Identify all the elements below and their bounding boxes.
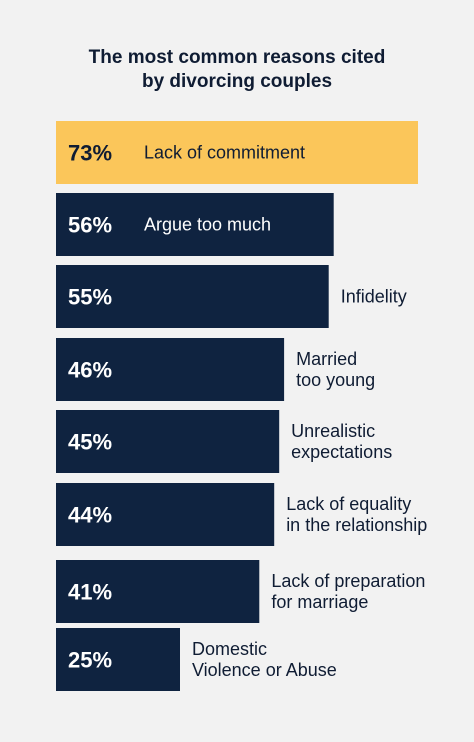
category-label-6: Lack of equality in the relationship <box>286 494 427 535</box>
bar-value-label-1: 73% <box>68 141 112 166</box>
category-label-1: Lack of commitment <box>144 143 305 163</box>
bar-value-label-3: 55% <box>68 285 112 310</box>
bar-8 <box>56 628 180 691</box>
category-label-5: Unrealistic expectations <box>291 421 392 462</box>
category-label-8: Domestic Violence or Abuse <box>192 639 337 680</box>
category-label-7: Lack of preparation for marriage <box>271 571 425 612</box>
bar-value-label-5: 45% <box>68 430 112 455</box>
bar-value-label-2: 56% <box>68 213 112 238</box>
bar-5 <box>56 410 280 473</box>
bar-value-label-8: 25% <box>68 648 112 673</box>
bar-4 <box>56 338 285 401</box>
chart-title: The most common reasons cited by divorci… <box>0 46 474 94</box>
chart-title-line-2: by divorcing couples <box>141 71 333 92</box>
bar-3 <box>56 265 329 328</box>
bar-1 <box>56 121 418 184</box>
bar-7 <box>56 560 260 623</box>
bar-6 <box>56 483 275 546</box>
category-label-3: Infidelity <box>341 287 407 307</box>
bar-value-label-6: 44% <box>68 503 112 528</box>
category-label-4: Married too young <box>296 349 375 390</box>
bar-2 <box>56 193 334 256</box>
bar-value-label-7: 41% <box>68 580 112 605</box>
chart-title-line-1: The most common reasons cited <box>88 47 386 68</box>
bar-value-label-4: 46% <box>68 358 112 383</box>
category-label-2: Argue too much <box>144 215 271 235</box>
